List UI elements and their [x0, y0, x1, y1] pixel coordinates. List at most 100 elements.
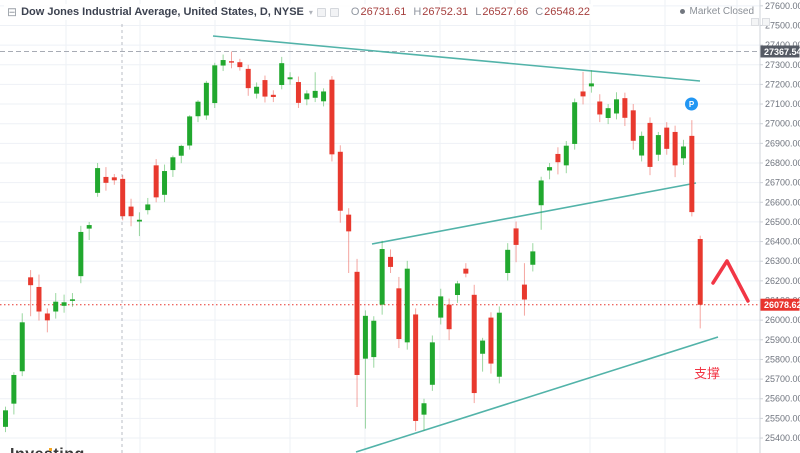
- last-price-tag: 26078.62: [760, 298, 800, 311]
- trendline-resistance-top[interactable]: [212, 35, 701, 82]
- high-value: 26752.31: [422, 6, 469, 18]
- price-tick-label: 25500.00: [765, 413, 800, 423]
- candle-body: [203, 82, 209, 116]
- trendline-support-rising[interactable]: [355, 336, 719, 453]
- candle-body: [672, 131, 678, 166]
- price-tick-label: 27300.00: [765, 60, 800, 70]
- price-tick-label: 25900.00: [765, 335, 800, 345]
- candle-body: [11, 374, 17, 404]
- candle-body: [555, 153, 561, 163]
- candle-body: [680, 146, 686, 159]
- symbol-title[interactable]: Dow Jones Industrial Average, United Sta…: [21, 6, 304, 18]
- candle-body: [597, 101, 603, 115]
- candle-body: [647, 122, 653, 167]
- price-tick-label: 27000.00: [765, 119, 800, 129]
- candle-body: [212, 65, 218, 104]
- candle-body: [488, 317, 494, 364]
- collapse-icon[interactable]: ⊟: [7, 5, 18, 19]
- candle-body: [95, 168, 101, 193]
- candle-body: [697, 239, 703, 305]
- candle-body: [530, 251, 536, 265]
- candle-body: [362, 315, 368, 359]
- candle-body: [304, 93, 310, 100]
- price-tick-label: 27600.00: [765, 1, 800, 11]
- candle-body: [547, 167, 553, 171]
- market-status: Market Closed: [679, 6, 754, 17]
- symbol-header: ⊟ Dow Jones Industrial Average, United S…: [4, 4, 594, 20]
- candle-body: [438, 296, 444, 318]
- candle-body: [580, 91, 586, 97]
- header-mini-icon-1[interactable]: [316, 7, 326, 17]
- candle-body: [36, 286, 42, 312]
- candle-body: [538, 180, 544, 206]
- candle-body: [396, 288, 402, 340]
- price-tick-label: 26500.00: [765, 217, 800, 227]
- candle-body: [337, 151, 343, 211]
- support-text-annotation[interactable]: 支撑: [694, 366, 720, 381]
- candle-body: [178, 145, 184, 156]
- corner-mini-icon-2[interactable]: [762, 18, 770, 26]
- pin-badge[interactable]: P: [685, 97, 698, 111]
- corner-mini-icon-1[interactable]: [751, 18, 759, 26]
- candle-body: [480, 340, 486, 354]
- candle-body: [270, 94, 276, 97]
- candle-body: [463, 268, 469, 274]
- candle-body: [187, 116, 193, 146]
- candle-body: [153, 165, 159, 198]
- candle-body: [86, 225, 92, 229]
- open-value: 26731.61: [360, 6, 407, 18]
- candle-body: [170, 157, 176, 171]
- svg-text:26078.62: 26078.62: [764, 300, 800, 310]
- candle-body: [513, 228, 519, 245]
- market-status-dot-icon: [679, 9, 685, 14]
- svg-text:27367.54: 27367.54: [764, 47, 800, 57]
- candle-body: [145, 204, 151, 211]
- candle-body: [388, 256, 394, 267]
- price-tick-label: 27500.00: [765, 20, 800, 30]
- candle-body: [471, 294, 477, 394]
- price-tick-label: 25400.00: [765, 433, 800, 443]
- candle-body: [103, 176, 109, 183]
- candle-body: [44, 313, 50, 321]
- candle-body: [78, 231, 84, 277]
- candle-body: [622, 98, 628, 118]
- price-tick-label: 27200.00: [765, 79, 800, 89]
- price-axis[interactable]: 27600.00 27500.00 27400.00 27300.00 27200.00…: [759, 0, 800, 453]
- price-tick-label: 26400.00: [765, 237, 800, 247]
- candle-body: [279, 63, 285, 85]
- high-label: H: [413, 6, 422, 18]
- candle-body: [563, 145, 569, 166]
- candle-body: [689, 135, 695, 213]
- candle-body: [329, 79, 335, 155]
- candle-body: [346, 214, 352, 232]
- svg-text:P: P: [689, 100, 695, 109]
- axis-corner-icons: [751, 18, 770, 26]
- high-level-tag: 27367.54: [760, 45, 800, 58]
- candle-body: [614, 99, 620, 114]
- red-caret-annotation[interactable]: [711, 259, 750, 303]
- trendline-channel-mid[interactable]: [371, 182, 697, 245]
- candle-body: [61, 302, 67, 306]
- candle-body: [3, 410, 8, 427]
- header-mini-icon-2[interactable]: [329, 7, 339, 17]
- ohlc-readout: O 26731.61 H 26752.31 L 26527.66 C 26548.22: [351, 6, 590, 18]
- candle-body: [454, 283, 460, 296]
- candle-body: [254, 86, 260, 94]
- candle-body: [379, 249, 385, 305]
- candle-body: [162, 171, 168, 195]
- candle-body: [19, 322, 25, 372]
- candle-body: [287, 77, 293, 80]
- candle-body: [69, 299, 75, 301]
- candles: [3, 51, 703, 433]
- candle-body: [588, 83, 594, 87]
- candle-body: [446, 304, 452, 330]
- price-tick-label: 26800.00: [765, 158, 800, 168]
- price-tick-label: 26300.00: [765, 256, 800, 266]
- chevron-down-icon[interactable]: ▾: [308, 7, 313, 17]
- candle-body: [505, 249, 511, 274]
- candle-body: [237, 62, 243, 68]
- low-value: 26527.66: [482, 6, 529, 18]
- price-tick-label: 26700.00: [765, 178, 800, 188]
